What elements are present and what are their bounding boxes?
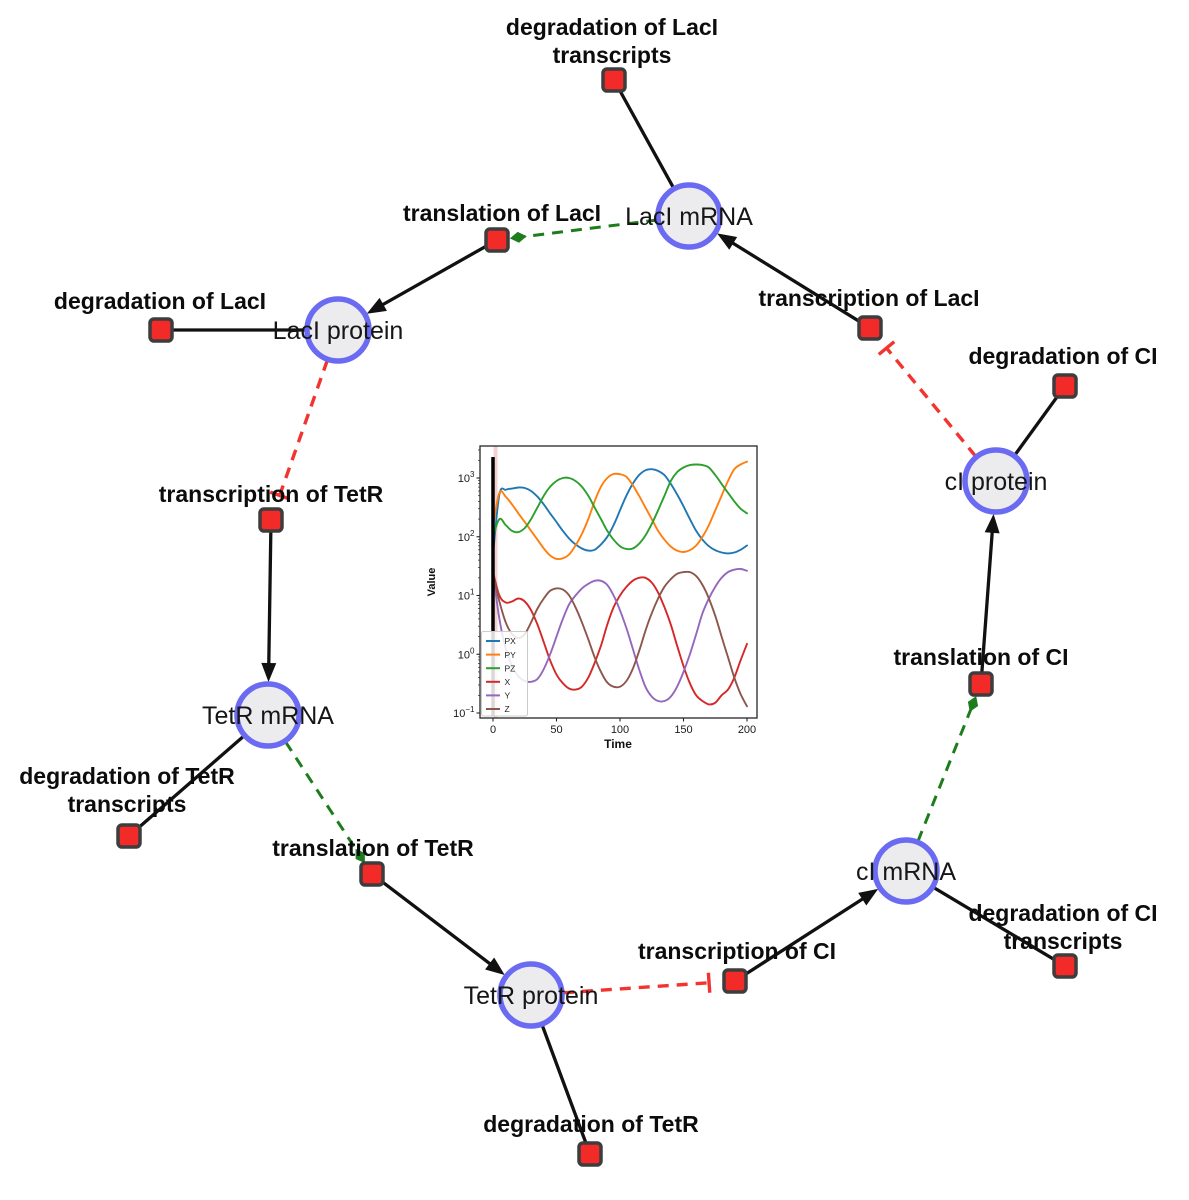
species-node-laci_protein[interactable] — [304, 296, 372, 364]
edge-transl_laci-to-laci_protein-arrowhead — [366, 297, 387, 314]
chart-x-tick-label-0: 0 — [490, 724, 496, 736]
chart-x-tick-label-150: 150 — [674, 724, 692, 736]
edge-transl_ci-to-ci_protein — [980, 528, 995, 673]
species-layer: LacI mRNA LacI protein TetR mRNA TetR prote… — [202, 182, 1048, 1029]
edge-transc_ci-to-ci_mrna-arrowhead — [858, 888, 879, 906]
chart-legend-label-X: X — [505, 677, 511, 687]
edge-layer — [136, 89, 1060, 1144]
edge-transc_ci-to-ci_mrna — [744, 895, 867, 976]
edge-ci_mrna-to-transl_ci — [916, 709, 972, 842]
edge-tetr_mrna-to-transl_tetr-arrowhead — [355, 848, 365, 864]
species-label-laci_protein: LacI protein — [273, 317, 404, 345]
reaction-node-deg_tetr[interactable] — [577, 1141, 603, 1167]
chart-ylabel: Value — [426, 568, 438, 597]
species-label-laci_mrna: LacI mRNA — [625, 203, 753, 231]
edge-laci_mrna-to-deg_laci_tx — [618, 89, 675, 189]
edge-ci_mrna-to-transl_ci-arrowhead — [967, 696, 979, 712]
edge-ci_mrna-to-deg_ci_tx — [932, 885, 1056, 962]
edge-transl_ci-to-ci_protein-arrowhead — [984, 513, 1000, 534]
chart-series-PY — [492, 460, 748, 561]
reaction-node-deg_laci_tx[interactable] — [601, 67, 627, 93]
reaction-label-deg_laci_tx-line0: degradation of LacI — [506, 14, 718, 40]
edge-laci_protein-to-transc_tetr — [278, 359, 329, 497]
reaction-node-deg_ci_tx[interactable] — [1052, 953, 1078, 979]
chart-legend-label-PX: PX — [505, 636, 517, 646]
species-label-ci_mrna: cI mRNA — [856, 858, 956, 886]
edge-tetr_mrna-to-deg_tetr_tx — [136, 734, 245, 830]
chart-series-Z — [492, 570, 748, 708]
reaction-node-transc_tetr[interactable] — [258, 507, 284, 533]
edge-transc_tetr-to-tetr_mrna-arrowhead — [261, 662, 277, 683]
reaction-node-deg_laci[interactable] — [148, 317, 174, 343]
reaction-node-deg_tetr_tx[interactable] — [116, 823, 142, 849]
chart-x-tick-label-100: 100 — [611, 724, 629, 736]
reaction-node-transc_laci[interactable] — [857, 315, 883, 341]
edge-ci_protein-to-deg_ci — [1013, 394, 1060, 457]
edge-ci_protein-to-transc_laci-tee-bar — [877, 340, 896, 356]
chart-legend-label-PY: PY — [505, 650, 517, 660]
chart-series-PZ — [492, 463, 748, 551]
reaction-label-deg_tetr-line0: degradation of TetR — [483, 1111, 699, 1137]
reaction-node-deg_ci[interactable] — [1052, 373, 1078, 399]
edge-transc_laci-to-laci_mrna — [728, 239, 861, 324]
species-node-tetr_protein[interactable] — [497, 961, 565, 1029]
edge-transl_tetr-to-tetr_protein — [380, 879, 494, 968]
chart-xlabel: Time — [604, 737, 632, 751]
species-node-tetr_mrna[interactable] — [234, 681, 302, 749]
edge-tetr_protein-to-deg_tetr — [540, 1024, 588, 1144]
chart-legend: PX PY PZ XYZ — [481, 631, 528, 717]
edge-transc_laci-to-laci_mrna-arrowhead — [717, 233, 738, 250]
reaction-label-transc_laci-line0: transcription of LacI — [758, 285, 979, 311]
edge-laci_mrna-to-transl_laci-arrowhead — [509, 231, 527, 243]
reaction-label-deg_tetr_tx-line0: degradation of TetR — [19, 763, 235, 789]
edge-ci_protein-to-transc_laci — [885, 346, 977, 458]
edge-transl_tetr-to-tetr_protein-arrowhead — [485, 957, 505, 976]
reaction-label-deg_ci-line0: degradation of CI — [968, 343, 1157, 369]
chart-series-PX — [492, 468, 748, 556]
reaction-node-transl_tetr[interactable] — [359, 861, 385, 887]
chart-series-Y — [492, 568, 748, 703]
edge-laci_mrna-to-transl_laci — [524, 218, 658, 239]
reaction-layer: degradation of LacItranscriptstranslatio… — [19, 14, 1158, 1167]
species-node-ci_mrna[interactable] — [872, 837, 940, 905]
species-node-ci_protein[interactable] — [962, 447, 1030, 515]
inset-chart: 0 50 100 150 20010310210110010−1TimeValuePXP… — [420, 432, 771, 760]
species-label-tetr_mrna: TetR mRNA — [202, 702, 334, 730]
reaction-node-transc_ci[interactable] — [722, 968, 748, 994]
chart-x-tick-label-50: 50 — [550, 724, 562, 736]
reaction-node-transl_ci[interactable] — [968, 671, 994, 697]
reaction-label-deg_ci_tx-line0: degradation of CI — [968, 900, 1157, 926]
reaction-node-transl_laci[interactable] — [484, 227, 510, 253]
species-label-tetr_protein: TetR protein — [464, 982, 599, 1010]
reaction-label-deg_ci_tx-line1: transcripts — [1004, 928, 1123, 954]
chart-legend-label-Y: Y — [505, 691, 511, 701]
edge-tetr_protein-to-transc_ci-tee-bar — [706, 972, 712, 993]
chart-legend-label-Z: Z — [505, 704, 510, 714]
reaction-label-transl_ci-line0: translation of CI — [893, 644, 1068, 670]
species-node-laci_mrna[interactable] — [655, 182, 723, 250]
edge-transl_laci-to-laci_protein — [378, 244, 488, 308]
chart-x-tick-label-200: 200 — [738, 724, 756, 736]
edge-transc_tetr-to-tetr_mrna — [267, 531, 273, 668]
chart-legend-label-PZ: PZ — [505, 663, 516, 673]
species-label-ci_protein: cI protein — [945, 468, 1048, 496]
chart-series-X — [492, 571, 748, 706]
reaction-label-deg_tetr_tx-line1: transcripts — [68, 791, 187, 817]
reaction-label-transl_tetr-line0: translation of TetR — [272, 835, 474, 861]
reaction-label-transc_ci-line0: transcription of CI — [638, 938, 836, 964]
reaction-label-deg_laci-line0: degradation of LacI — [54, 288, 266, 314]
edge-tetr_mrna-to-transl_tetr — [284, 740, 358, 852]
edge-tetr_protein-to-transc_ci — [562, 981, 710, 995]
reaction-label-deg_laci_tx-line1: transcripts — [553, 42, 672, 68]
reaction-label-transc_tetr-line0: transcription of TetR — [159, 481, 384, 507]
reaction-label-transl_laci-line0: translation of LacI — [403, 200, 601, 226]
edge-laci_protein-to-transc_tetr-tee-bar — [269, 490, 290, 501]
